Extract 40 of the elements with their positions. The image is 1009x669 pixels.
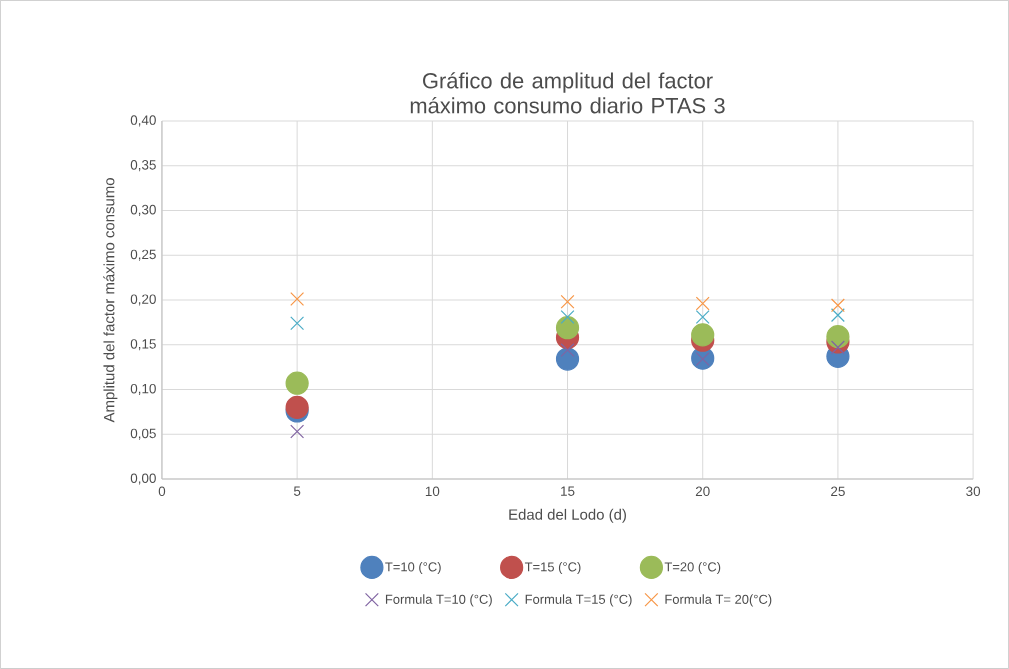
point [555,316,580,340]
y-tick-label: 0,30 [130,204,156,217]
point [560,310,575,324]
x-tick-label: 5 [293,486,301,496]
point [691,323,715,347]
x-tick-label: 10 [425,486,440,497]
x-axis-title: Edad del Lodo (d) [509,508,626,523]
point [290,316,305,331]
legend-label: T=20 (°C) [664,561,721,575]
chart-title: Gráfico de amplitud del factor máximo consumo diario PTAS 3 [410,72,725,114]
point [695,310,710,324]
legend-label: T=15 (°C) [524,561,581,575]
point [560,343,575,358]
y-tick-label: 0,05 [130,428,156,440]
y-tick-label: 0,25 [130,249,156,261]
y-tick-label: 0,20 [130,294,156,306]
y-tick-label: 0,40 [130,115,156,127]
x-tick-label: 20 [695,486,710,497]
x-tick-label: 15 [561,486,575,496]
point [285,395,309,419]
legend-label: Formula T= 20(°C) [665,594,772,607]
x-tick-label: 0 [158,486,166,497]
y-tick-label: 0,10 [130,383,156,396]
y-axis-title: Amplitud del factor máximo consumo [103,178,118,423]
point [830,308,845,323]
legend-label: T=10 (°C) [385,561,441,575]
point [826,325,850,349]
point [695,296,710,311]
point [290,292,305,307]
point [560,294,575,309]
x-tick-label: 25 [831,486,845,497]
legend-label: Formula T=15 (°C) [525,594,632,607]
y-tick-label: 0,35 [130,160,156,172]
y-tick-label: 0,00 [130,473,156,485]
x-tick-label: 30 [966,486,981,497]
legend-label: Formula T=10 (°C) [385,594,492,607]
y-tick-label: 0,15 [130,339,156,351]
point [830,298,845,313]
point [290,424,305,439]
point [285,371,309,395]
